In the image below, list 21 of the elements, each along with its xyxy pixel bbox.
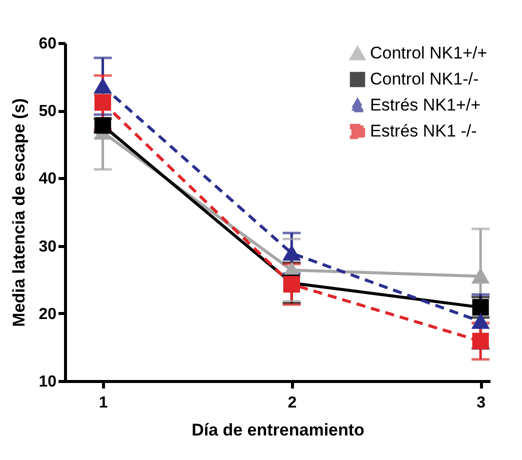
y-axis-title: Media latencia de escape (s) [10,98,29,327]
y-tick-label: 30 [38,238,57,256]
y-tick-label: 10 [38,374,57,390]
point [283,246,300,261]
legend-label: Estrés NK1 -/- [370,122,477,140]
y-tick-label: 50 [38,103,57,120]
y-tick-label: 40 [38,170,57,188]
point [472,332,489,350]
point [94,78,112,94]
legend-label: Estrés NK1+/+ [370,96,481,114]
x-tick-label: 1 [98,394,108,412]
x-axis-title: Día de entrenamiento [192,420,364,440]
point [94,117,112,134]
y-tick-label: 20 [38,306,57,323]
legend-label: Control NK1-/- [370,70,479,88]
legend-label: Control NK1+/+ [370,44,488,62]
point [94,94,112,111]
y-tick-label: 60 [38,36,57,52]
point [472,268,489,284]
x-tick-label: 3 [476,394,486,412]
x-tick-label: 2 [288,394,297,412]
